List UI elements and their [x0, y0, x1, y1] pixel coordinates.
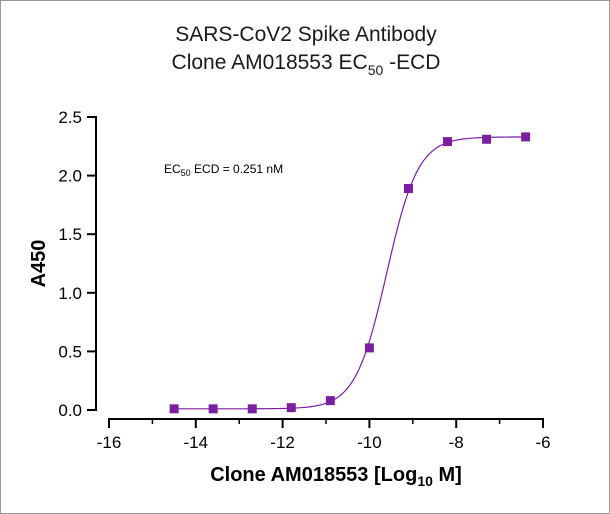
ec50-annotation-text: EC [164, 162, 181, 176]
y-tick-label: 1.5 [58, 225, 82, 244]
y-axis-title: A450 [28, 240, 50, 288]
y-tick-label: 2.5 [58, 108, 82, 127]
chart-title-line-2-text: Clone AM018553 EC [171, 51, 368, 74]
x-tick-label: -10 [357, 433, 382, 452]
x-tick-label: -14 [184, 433, 209, 452]
x-tick-label: -8 [449, 433, 464, 452]
data-point [443, 137, 453, 147]
x-tick-label: -12 [270, 433, 295, 452]
y-tick-label: 1.0 [58, 284, 82, 303]
fit-curve [174, 136, 526, 410]
y-tick-label: 0.0 [58, 401, 82, 420]
y-tick-label: 2.0 [58, 167, 82, 186]
chart-title-line-2-suffix: -ECD [383, 51, 441, 74]
data-point [403, 183, 413, 193]
ec50-annotation-subscript: 50 [181, 168, 191, 178]
data-point [482, 134, 492, 144]
data-point [169, 404, 179, 414]
x-axis-title-text: Clone AM018553 [Log [210, 464, 417, 486]
data-point [521, 132, 531, 142]
x-axis-title: Clone AM018553 [Log10 M] [210, 464, 462, 489]
x-tick-label: -6 [535, 433, 550, 452]
data-point [325, 396, 335, 406]
chart-title-line-1: SARS-CoV2 Spike Antibody [175, 23, 437, 46]
chart-title-subscript: 50 [367, 62, 384, 78]
x-axis-title-suffix: M] [433, 464, 462, 486]
chart-title-line-2: Clone AM018553 EC50 -ECD [1, 51, 609, 78]
ec50-annotation: EC50 ECD = 0.251 nM [164, 162, 283, 178]
chart-marks: 0.0 0.5 1.0 1.5 2.0 2.5 -16 -14 -12 -10 -8 -6 Clone … [28, 108, 551, 489]
data-point [208, 404, 218, 414]
ec50-annotation-suffix: ECD = 0.251 nM [191, 162, 283, 176]
x-axis-title-subscript: 10 [417, 473, 433, 489]
data-point [286, 403, 296, 413]
data-point [364, 343, 374, 353]
data-point [247, 404, 257, 414]
y-tick-label: 0.5 [58, 342, 82, 361]
x-tick-label: -16 [97, 433, 122, 452]
